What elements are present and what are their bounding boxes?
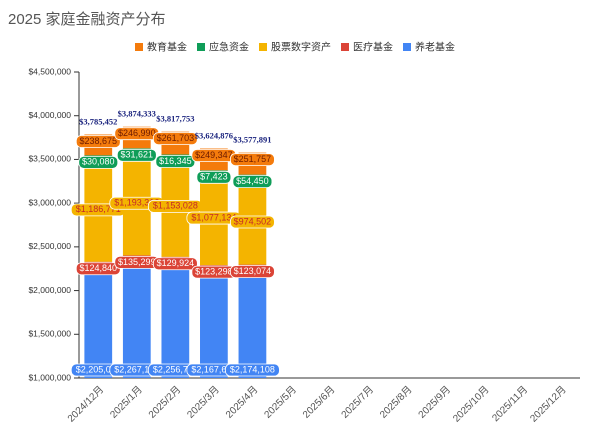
total-label: $3,785,452 <box>79 116 117 126</box>
bar-segment <box>122 267 151 378</box>
value-label: $1,186,771 <box>76 204 121 214</box>
bar-segment <box>161 268 190 378</box>
x-tick-label: 2025/7月 <box>339 384 376 421</box>
value-label: $31,621 <box>121 150 154 160</box>
value-label-bg <box>230 265 275 278</box>
value-label: $2,256,753 <box>153 364 198 374</box>
total-label: $3,577,891 <box>233 135 271 145</box>
value-label: $129,924 <box>157 258 195 268</box>
x-tick-label: 2025/10月 <box>451 384 492 425</box>
value-label: $238,675 <box>79 136 117 146</box>
total-label: $3,624,876 <box>195 130 233 140</box>
bar-segment <box>200 170 228 171</box>
legend-swatch <box>403 43 411 51</box>
value-label: $261,703 <box>157 133 195 143</box>
bar-segment <box>84 272 113 378</box>
value-label-bg <box>116 148 157 162</box>
y-tick-label: $3,000,000 <box>28 197 71 207</box>
value-label-bg <box>75 135 121 148</box>
value-label-bg <box>152 257 198 271</box>
value-label: $1,153,028 <box>153 201 198 211</box>
value-label-bg <box>78 155 119 169</box>
chart-title: 2025 家庭金融资产分布 <box>8 11 166 28</box>
legend-label: 股票数字资产 <box>271 41 331 54</box>
x-tick-label: 2025/2月 <box>146 384 183 421</box>
value-label: $124,840 <box>79 263 117 273</box>
y-tick-label: $4,500,000 <box>28 66 71 76</box>
legend-label: 医疗基金 <box>353 41 393 54</box>
value-label: $123,074 <box>234 266 272 276</box>
value-label: $2,174,108 <box>230 364 275 374</box>
legend-swatch <box>135 43 143 51</box>
x-tick-label: 2025/1月 <box>108 384 145 421</box>
value-label-bg <box>225 363 280 377</box>
legend-swatch <box>341 43 349 51</box>
value-label: $54,450 <box>236 176 269 186</box>
bar-segment <box>238 275 267 378</box>
x-tick-label: 2024/12月 <box>65 384 106 425</box>
value-label: $1,193,316 <box>114 198 159 208</box>
value-label: $2,267,107 <box>114 364 159 374</box>
legend-label: 养老基金 <box>415 41 455 54</box>
total-label: $3,874,333 <box>118 109 156 119</box>
y-tick-label: $1,000,000 <box>28 372 71 382</box>
value-label: $123,298 <box>195 267 233 277</box>
value-label-bg <box>152 132 198 146</box>
value-label: $135,299 <box>118 257 156 267</box>
y-tick-label: $3,500,000 <box>28 154 71 164</box>
x-tick-label: 2025/3月 <box>185 384 222 421</box>
x-tick-label: 2025/11月 <box>490 384 531 425</box>
value-label-bg <box>232 175 273 189</box>
x-tick-label: 2025/6月 <box>300 384 337 421</box>
value-label: $7,423 <box>200 172 228 182</box>
value-label: $16,345 <box>159 156 192 166</box>
value-label: $249,347 <box>195 150 233 160</box>
value-label: $2,205,086 <box>76 364 121 374</box>
y-tick-label: $1,500,000 <box>28 329 71 339</box>
legend-label: 应急资金 <box>209 41 249 54</box>
y-tick-label: $2,500,000 <box>28 241 71 251</box>
value-label: $1,077,134 <box>191 212 236 222</box>
legend-label: 教育基金 <box>147 41 187 54</box>
value-label-bg <box>196 170 232 184</box>
value-label: $246,990 <box>118 128 156 138</box>
total-label: $3,817,753 <box>156 114 194 124</box>
value-label: $974,502 <box>234 216 272 226</box>
legend-swatch <box>197 43 205 51</box>
x-tick-label: 2025/12月 <box>528 384 569 425</box>
value-label: $251,757 <box>234 154 272 164</box>
x-tick-label: 2025/9月 <box>416 384 453 421</box>
value-label: $2,167,674 <box>191 364 236 374</box>
value-label: $30,080 <box>82 157 115 167</box>
x-tick-label: 2025/4月 <box>223 384 260 421</box>
x-tick-label: 2025/5月 <box>262 384 299 421</box>
value-label-bg <box>230 153 275 167</box>
y-tick-label: $4,000,000 <box>28 110 71 120</box>
legend-swatch <box>259 43 267 51</box>
x-tick-label: 2025/8月 <box>377 384 414 421</box>
y-tick-label: $2,000,000 <box>28 285 71 295</box>
bar-segment <box>200 275 228 378</box>
value-label-bg <box>230 215 275 229</box>
